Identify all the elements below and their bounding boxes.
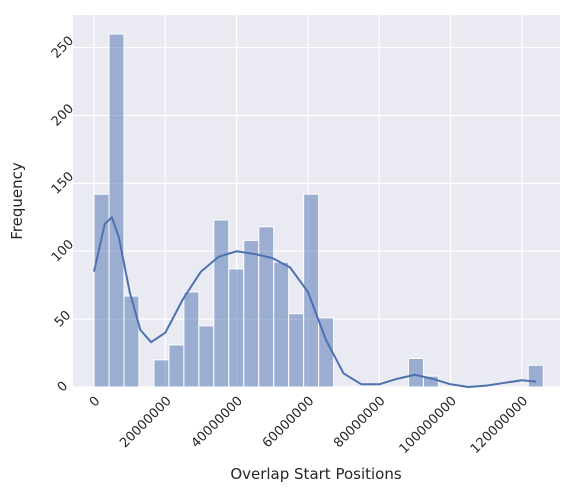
x-tick-label: 20000000 [117, 394, 174, 451]
bar [303, 193, 320, 388]
bar [527, 364, 544, 388]
bar [183, 291, 200, 388]
bar [258, 226, 275, 388]
bar [213, 219, 230, 388]
x-axis-label: Overlap Start Positions [230, 465, 402, 483]
bar [243, 239, 260, 388]
y-tick-label: 100 [49, 237, 77, 265]
y-tick-label: 150 [49, 169, 77, 197]
y-tick-label: 250 [49, 34, 77, 62]
x-tick-label: 100000000 [397, 394, 460, 457]
y-tick-label: 200 [49, 101, 77, 129]
x-tick-label: 120000000 [468, 394, 531, 457]
y-tick-label: 0 [55, 379, 71, 395]
bar [108, 33, 125, 388]
bar [153, 359, 170, 388]
bar [228, 268, 245, 388]
x-tick-label: 60000000 [260, 394, 317, 451]
kde-line [93, 216, 537, 388]
y-axis-label: Frequency [8, 162, 26, 240]
x-tick-label: 80000000 [331, 394, 388, 451]
bar [198, 325, 215, 388]
x-tick-label: 0 [87, 394, 103, 410]
bar [288, 313, 305, 388]
bar [168, 344, 185, 388]
y-tick-label: 50 [52, 308, 74, 330]
bar [273, 261, 290, 388]
bar [407, 357, 424, 388]
x-tick-label: 40000000 [189, 394, 246, 451]
bar [123, 295, 140, 388]
